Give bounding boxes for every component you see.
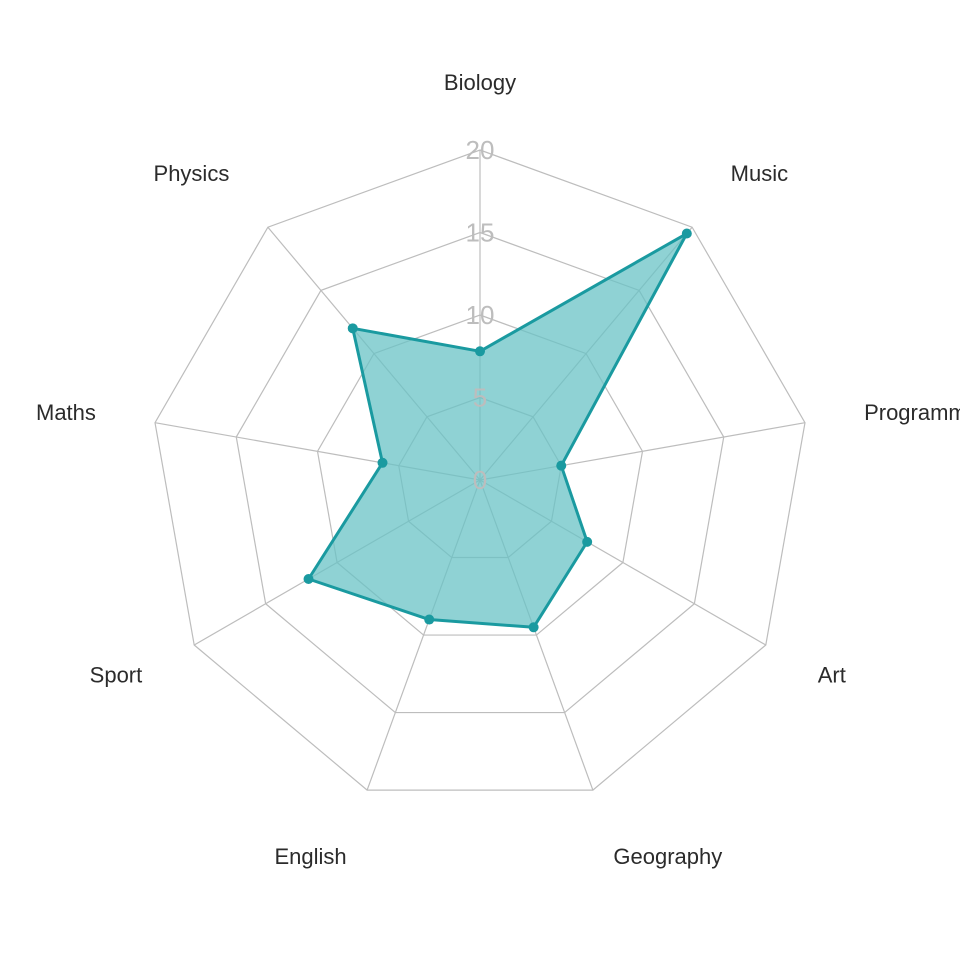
category-label: Programm — [864, 400, 960, 425]
category-label: Physics — [154, 161, 230, 186]
axis-tick-label: 15 — [466, 218, 495, 248]
series-marker — [348, 323, 358, 333]
category-label: Art — [818, 663, 846, 688]
series-marker — [682, 229, 692, 239]
radar-chart: 0 5 10 15 20 Biology Music Programm Art Geograph… — [0, 0, 960, 960]
series-marker — [582, 537, 592, 547]
series-marker — [378, 458, 388, 468]
series-marker — [475, 346, 485, 356]
category-label: Geography — [613, 844, 722, 869]
series-marker — [424, 615, 434, 625]
series-marker — [529, 622, 539, 632]
axis-tick-label: 10 — [466, 300, 495, 330]
radar-series-area — [304, 229, 692, 633]
axis-tick-label: 5 — [473, 383, 487, 413]
axis-tick-label: 20 — [466, 135, 495, 165]
category-label: Biology — [444, 70, 516, 95]
category-label: Maths — [36, 400, 96, 425]
axis-tick-label: 0 — [473, 465, 487, 495]
category-label: Music — [731, 161, 788, 186]
category-label: Sport — [90, 663, 143, 688]
category-label: English — [274, 844, 346, 869]
series-marker — [556, 461, 566, 471]
series-marker — [304, 574, 314, 584]
